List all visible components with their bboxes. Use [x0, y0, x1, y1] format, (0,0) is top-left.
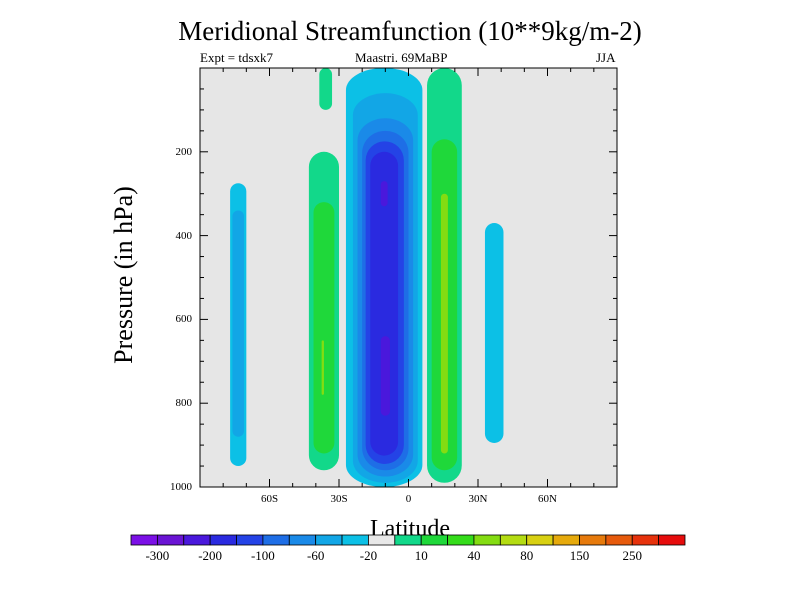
colorbar-swatch	[579, 534, 607, 546]
sh-ferrel-cell-level-40	[321, 340, 324, 395]
colorbar-label: -200	[198, 548, 223, 563]
colorbar-swatch	[315, 534, 343, 546]
period-label: Maastri. 69MaBP	[355, 50, 448, 65]
y-tick-label: 200	[175, 145, 193, 158]
colorbar-swatch	[341, 534, 369, 546]
chart-title: Meridional Streamfunction (10**9kg/m-2)	[178, 16, 642, 46]
colorbar-label: 80	[520, 548, 534, 563]
colorbar-swatch	[605, 534, 633, 546]
colorbar-label: -300	[145, 548, 170, 563]
sh-hadley-cell	[345, 68, 423, 487]
y-tick-label: 600	[175, 313, 193, 326]
colorbar-label: -20	[359, 548, 378, 563]
colorbar	[130, 534, 686, 546]
nh-ferrel-cell	[484, 223, 504, 444]
experiment-label: Expt = tdsxk7	[200, 50, 274, 65]
colorbar-label: -60	[306, 548, 325, 563]
colorbar-label: 150	[569, 548, 590, 563]
x-tick-label: 60N	[538, 493, 557, 505]
x-tick-label: 30S	[330, 493, 348, 505]
nh-hadley-cell	[427, 68, 462, 483]
x-tick-label: 30N	[468, 493, 488, 505]
colorbar-swatch	[420, 534, 448, 546]
sh-hadley-cell-level--100	[380, 336, 390, 416]
sh-high-cell	[230, 183, 247, 467]
colorbar-swatch	[236, 534, 264, 546]
season-label: JJA	[596, 50, 616, 65]
colorbar-swatch	[631, 534, 660, 546]
colorbar-swatch	[183, 534, 211, 546]
y-tick-label: 800	[175, 397, 193, 410]
colorbar-swatch	[368, 534, 396, 546]
colorbar-label: 250	[622, 548, 642, 563]
sh-hadley-cell-level--80	[370, 151, 399, 456]
colorbar-label: -100	[250, 548, 275, 563]
sh-high-cell-level--20	[232, 210, 245, 437]
x-tick-label: 60S	[260, 493, 279, 505]
nh-polar-cell-level-10	[319, 68, 333, 110]
sh-ferrel-cell	[308, 151, 339, 471]
nh-hadley-cell-level-40	[440, 193, 448, 454]
nh-ferrel-cell-level--10	[484, 223, 504, 444]
contour-fills	[230, 68, 504, 487]
colorbar-swatch	[499, 534, 528, 546]
colorbar-label: 10	[414, 548, 428, 563]
colorbar-swatch	[288, 534, 317, 546]
colorbar-swatch	[130, 534, 158, 546]
colorbar-swatch	[394, 534, 422, 546]
colorbar-swatch	[526, 534, 554, 546]
y-tick-label: 400	[175, 229, 193, 242]
x-tick-label: 0	[405, 493, 412, 505]
y-tick-label: 1000	[170, 481, 192, 493]
colorbar-swatch	[209, 534, 237, 546]
sh-hadley-cell-level--100	[380, 181, 388, 207]
colorbar-swatch	[156, 534, 185, 546]
colorbar-swatch	[473, 534, 501, 546]
colorbar-swatch	[658, 534, 686, 546]
colorbar-label: 40	[467, 548, 481, 563]
nh-polar-cell	[319, 68, 333, 110]
colorbar-swatch	[447, 534, 475, 546]
sh-ferrel-cell-level-20	[313, 202, 335, 454]
colorbar-swatch	[262, 534, 290, 546]
colorbar-swatch	[552, 534, 580, 546]
